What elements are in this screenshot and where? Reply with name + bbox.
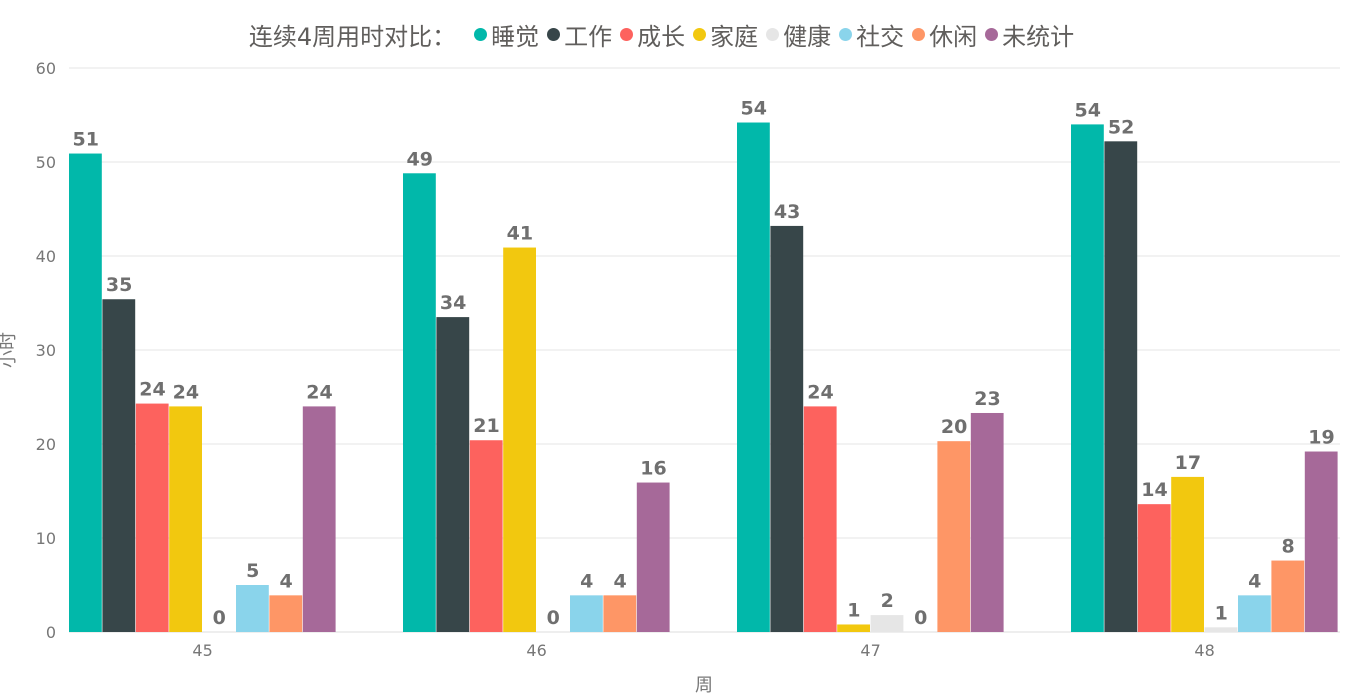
x-axis-title: 周: [695, 675, 713, 694]
bar[interactable]: [503, 247, 536, 633]
bar[interactable]: [403, 173, 436, 632]
bar[interactable]: [302, 406, 336, 632]
data-label: 16: [640, 458, 666, 480]
x-tick-label: 47: [860, 641, 880, 660]
bar[interactable]: [1304, 451, 1338, 632]
data-label: 19: [1308, 427, 1334, 449]
y-tick-label: 60: [36, 59, 56, 78]
y-tick-label: 30: [36, 341, 56, 360]
bar[interactable]: [603, 595, 637, 632]
data-label: 52: [1108, 116, 1134, 138]
data-label: 1: [1215, 602, 1228, 624]
bar[interactable]: [1137, 504, 1171, 632]
bar[interactable]: [269, 595, 303, 632]
y-tick-label: 50: [36, 153, 56, 172]
data-label: 54: [1074, 99, 1100, 121]
data-label: 24: [807, 381, 833, 403]
bar[interactable]: [169, 406, 202, 632]
x-axis-ticks: 45 46 47 48: [192, 641, 1214, 660]
chart-legend: 连续4周用时对比： 睡觉 工作 成长 家庭 健康 社交 休闲: [0, 14, 1345, 54]
bar[interactable]: [870, 615, 904, 632]
data-label: 2: [881, 590, 894, 612]
bar[interactable]: [236, 585, 269, 632]
bar[interactable]: [970, 412, 1004, 632]
data-label: 0: [547, 607, 560, 629]
bar[interactable]: [135, 403, 169, 632]
legend-dot-icon: [766, 27, 780, 41]
data-label: 17: [1175, 452, 1201, 474]
data-label: 5: [246, 560, 259, 582]
legend-item-leisure[interactable]: 休闲: [912, 17, 977, 52]
data-label: 43: [774, 201, 800, 223]
legend-dot-icon: [620, 27, 634, 41]
data-label: 20: [941, 416, 967, 438]
data-label: 4: [580, 570, 593, 592]
legend-item-growth[interactable]: 成长: [620, 17, 685, 52]
chart-title: 连续4周用时对比：: [248, 22, 457, 51]
bar[interactable]: [1071, 124, 1104, 633]
legend-dot-icon: [912, 27, 926, 41]
data-label: 21: [473, 415, 499, 437]
data-label: 35: [106, 274, 132, 296]
bar[interactable]: [436, 317, 470, 632]
bar[interactable]: [803, 406, 837, 632]
data-label: 24: [173, 381, 199, 403]
data-label: 34: [440, 292, 466, 314]
data-label: 0: [914, 607, 927, 629]
legend-dot-icon: [985, 27, 999, 41]
x-tick-label: 45: [192, 641, 212, 660]
bar[interactable]: [1271, 560, 1305, 632]
data-label: 41: [507, 223, 533, 245]
data-label: 49: [406, 148, 432, 170]
bar[interactable]: [737, 122, 770, 633]
bar[interactable]: [469, 440, 503, 632]
data-label: 24: [306, 381, 332, 403]
legend-dot-icon: [839, 27, 853, 41]
bar[interactable]: [1104, 141, 1138, 632]
y-tick-label: 0: [46, 623, 56, 642]
y-tick-label: 20: [36, 435, 56, 454]
bar-series: [69, 122, 1338, 633]
legend-dot-icon: [693, 27, 707, 41]
data-label: 0: [213, 607, 226, 629]
data-label: 8: [1281, 536, 1294, 558]
bar[interactable]: [570, 595, 603, 632]
data-label: 1: [847, 599, 860, 621]
y-axis-title: 小时: [0, 332, 19, 368]
legend-item-social[interactable]: 社交: [839, 17, 904, 52]
bar[interactable]: [1238, 595, 1271, 632]
legend-item-family[interactable]: 家庭: [693, 17, 758, 52]
x-tick-label: 48: [1194, 641, 1214, 660]
y-tick-label: 10: [36, 529, 56, 548]
data-label: 4: [279, 570, 292, 592]
bar[interactable]: [69, 153, 102, 633]
data-label: 24: [139, 379, 165, 401]
x-tick-label: 46: [526, 641, 546, 660]
bar[interactable]: [1204, 627, 1238, 632]
data-label: 23: [974, 388, 1000, 410]
data-label: 14: [1141, 479, 1167, 501]
data-label: 4: [1248, 570, 1261, 592]
legend-dot-icon: [474, 27, 488, 41]
legend-dot-icon: [547, 27, 561, 41]
bar[interactable]: [1171, 476, 1204, 632]
bar[interactable]: [102, 299, 136, 632]
data-label: 51: [72, 129, 98, 151]
bar[interactable]: [770, 225, 804, 633]
legend-item-work[interactable]: 工作: [547, 17, 612, 52]
data-label: 4: [613, 570, 626, 592]
y-axis-ticks: 0 10 20 30 40 50 60: [36, 59, 56, 642]
y-tick-label: 40: [36, 247, 56, 266]
bar[interactable]: [636, 482, 670, 632]
bar[interactable]: [837, 624, 870, 632]
bar[interactable]: [937, 441, 971, 632]
legend-item-untracked[interactable]: 未统计: [985, 17, 1074, 52]
data-label: 54: [740, 98, 766, 120]
legend-item-sleep[interactable]: 睡觉: [474, 17, 539, 52]
legend-item-health[interactable]: 健康: [766, 17, 831, 52]
